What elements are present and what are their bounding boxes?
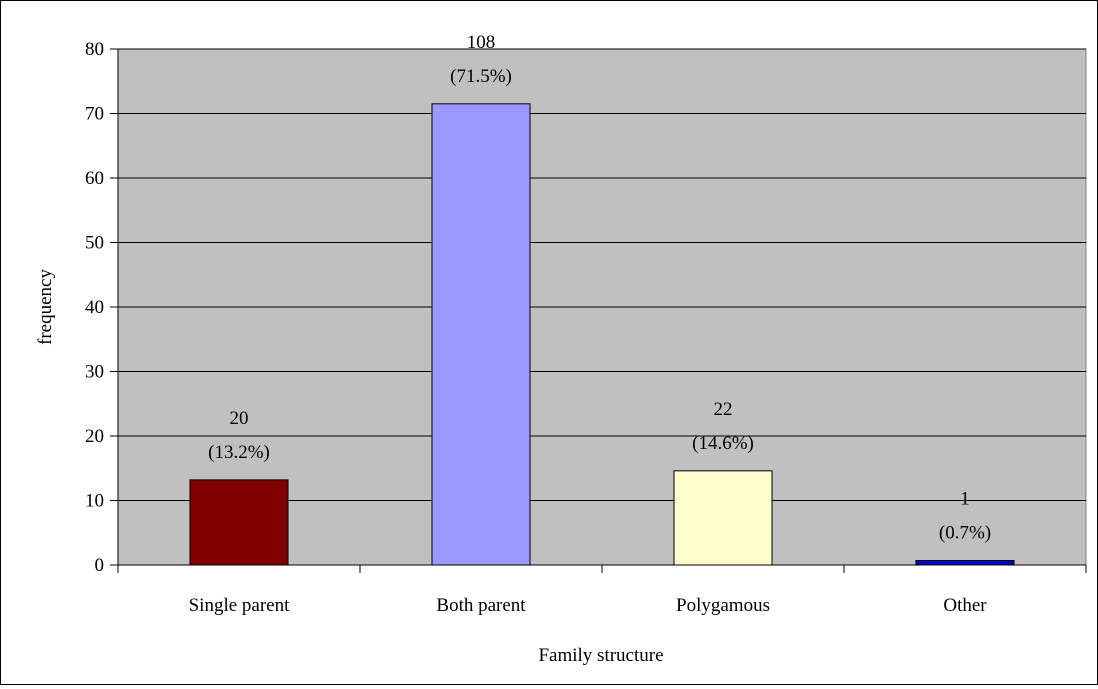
x-tick-label: Both parent — [436, 595, 526, 616]
data-label-percent: (0.7%) — [939, 522, 991, 543]
x-tick-label: Other — [943, 595, 987, 616]
y-axis-title: frequency — [35, 269, 56, 345]
y-tick-label: 10 — [85, 491, 104, 512]
bar-other — [915, 559, 1015, 566]
y-tick-label: 80 — [85, 39, 104, 60]
data-label-count: 1 — [960, 488, 970, 509]
bar-single-parent — [189, 479, 289, 566]
x-axis-title: Family structure — [538, 645, 663, 666]
bars — [189, 103, 1015, 566]
data-label-percent: (14.6%) — [692, 433, 754, 454]
data-label-count: 22 — [714, 399, 733, 420]
y-tick-label: 0 — [95, 555, 105, 576]
data-label-count: 20 — [230, 408, 249, 429]
data-label-percent: (71.5%) — [450, 66, 512, 87]
y-tick-label: 40 — [85, 297, 104, 318]
x-tick-label: Single parent — [189, 595, 291, 616]
y-tick-label: 20 — [85, 426, 104, 447]
x-tick-label: Polygamous — [676, 595, 770, 616]
y-tick-label: 70 — [85, 104, 104, 125]
axes — [110, 48, 1087, 573]
y-tick-label: 60 — [85, 168, 104, 189]
data-label-percent: (13.2%) — [208, 442, 270, 463]
data-label-count: 108 — [467, 32, 496, 53]
y-tick-label: 50 — [85, 233, 104, 254]
y-tick-label: 30 — [85, 362, 104, 383]
bar-both-parent — [431, 103, 531, 566]
labels: 0 10 20 30 40 50 60 70 80 Single parent 20 (13.2%) B… — [85, 32, 991, 616]
bar-polygamous — [673, 470, 773, 566]
